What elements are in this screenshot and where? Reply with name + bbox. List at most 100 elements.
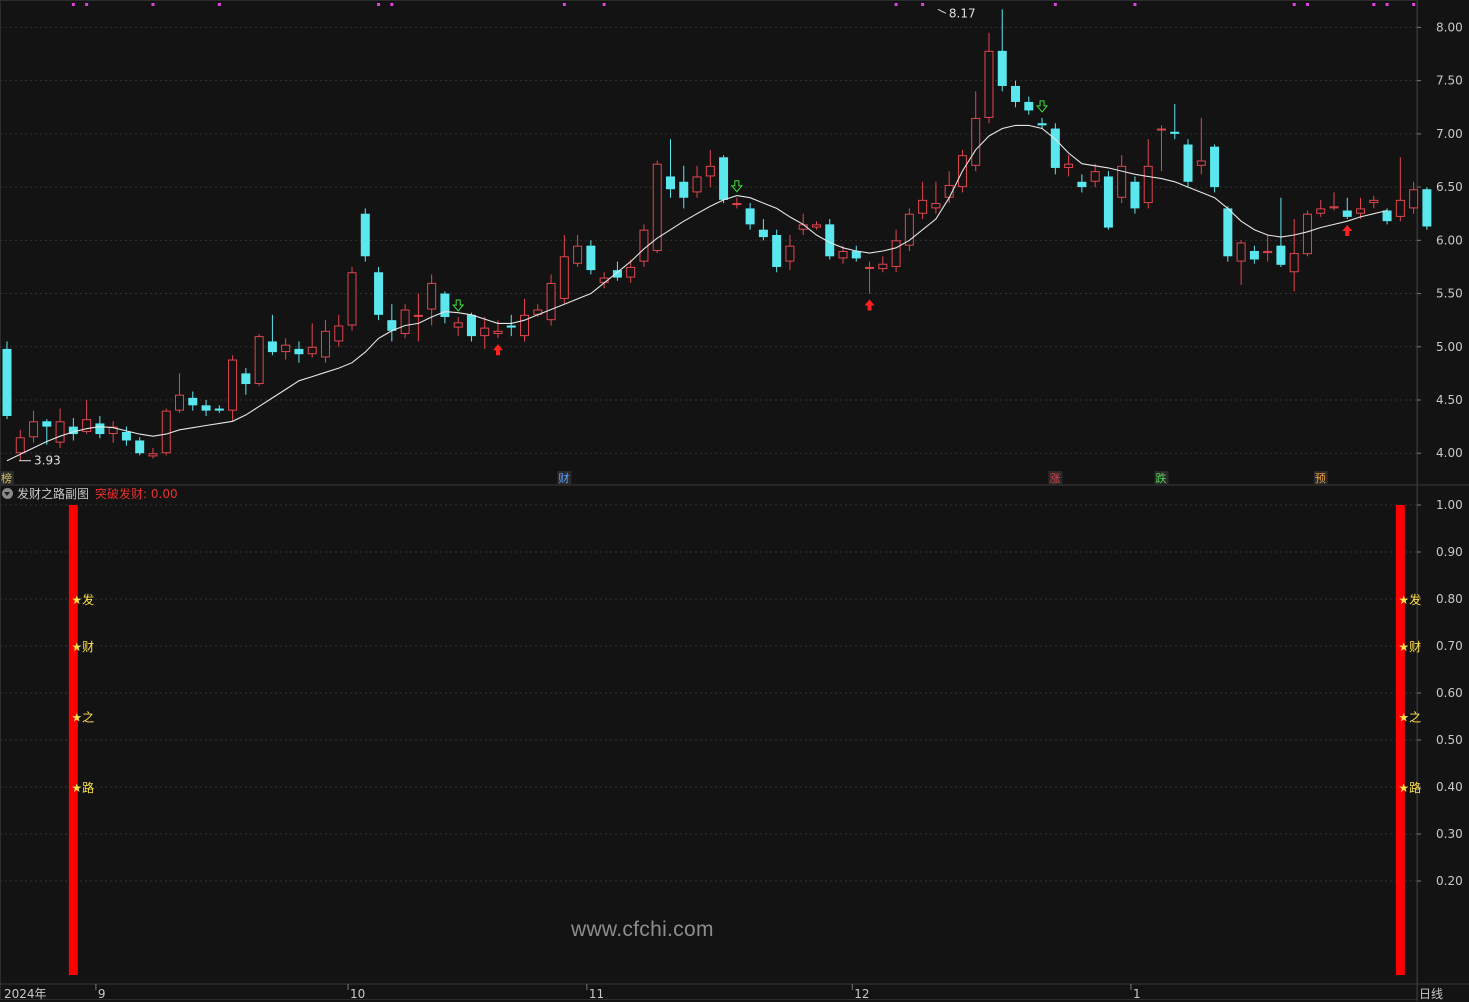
candle [1090,171,1100,182]
candle [1409,189,1419,209]
top-marker [1412,3,1416,6]
candle [1024,101,1034,111]
y-tick-label: 0.40 [1436,780,1463,794]
y-tick-label: 6.00 [1436,233,1463,247]
candle [1130,181,1140,209]
candle [267,341,277,353]
buy-arrow-icon [1342,225,1353,237]
y-tick-label: 7.00 [1436,127,1463,141]
candle [480,327,490,337]
y-tick-label: 1.00 [1436,498,1463,512]
candle [175,394,185,411]
candle [679,181,689,198]
y-tick-label: 4.50 [1436,393,1463,407]
candle [307,346,317,355]
top-marker [1292,3,1296,6]
buy-arrow-icon [864,299,875,311]
candle [918,199,928,214]
candle [891,240,901,267]
candle [1342,210,1352,217]
candle [413,314,423,317]
candle [997,50,1007,86]
candle [228,359,238,411]
y-tick-label: 0.70 [1436,639,1463,653]
candle [55,421,65,443]
candle [984,50,994,118]
candle [1156,128,1166,131]
candle [201,405,211,411]
top-marker [390,3,394,6]
candle [82,419,92,432]
star-label: ★之 [71,711,94,725]
x-tick-label: 11 [589,987,604,1001]
candle [15,437,25,454]
y-tick-label: 5.50 [1436,287,1463,301]
event-label: 预 [1315,472,1326,485]
candle [453,322,463,328]
star-label: ★财 [71,640,94,654]
signal-bar [1395,505,1405,975]
y-tick-label: 0.60 [1436,686,1463,700]
candle [1422,189,1432,227]
candle [68,426,78,435]
star-label: ★路 [71,780,94,795]
candle [904,213,914,246]
top-marker [894,3,898,6]
event-badge [1154,471,1169,485]
candle [639,229,649,262]
star-label: ★之 [1398,711,1421,725]
candle [1077,181,1087,188]
candle [666,176,675,190]
top-marker [1305,3,1309,6]
x-tick-label: 12 [854,987,869,1001]
x-tick-label: 10 [350,987,365,1001]
candle [705,165,715,177]
candle [785,245,795,262]
candle [931,203,941,209]
candle [254,336,264,385]
x-tick-label: 2024年 [4,987,47,1001]
candle [838,250,848,259]
event-label: 涨 [1049,472,1060,485]
candle [772,235,782,267]
collapse-icon[interactable] [2,487,13,499]
candle [148,453,158,457]
y-tick-label: 5.00 [1436,340,1463,354]
top-marker [85,3,89,6]
high-label: 8.17 [949,6,976,20]
candle [1223,208,1233,257]
indicator-value: 突破发财: 0.00 [95,486,178,501]
candle [400,309,410,335]
y-tick-label: 7.50 [1436,74,1463,88]
top-marker [1133,3,1137,6]
y-tick-label: 0.20 [1436,874,1463,888]
buy-arrow-icon [492,344,503,356]
candle [652,163,662,251]
candle [360,213,370,257]
candle [241,373,251,385]
candle [95,423,105,435]
period-label[interactable]: 日线 [1418,987,1443,1001]
candle [865,266,875,269]
event-label: 财 [558,471,569,485]
candle [320,330,330,358]
watermark: www.cfchi.com [571,918,714,941]
event-badge [1313,471,1328,485]
candle [612,270,622,278]
y-tick-label: 4.00 [1436,446,1463,460]
candle [188,397,198,406]
candle [811,224,821,228]
candle [1196,160,1206,166]
candle [1276,245,1286,265]
candle [135,440,145,454]
candle [1011,85,1021,102]
moving-average-line [6,124,1388,462]
candle [825,224,835,257]
candle [878,263,888,270]
x-tick-label: 1 [1133,987,1141,1001]
indicator-name[interactable]: 发财之路副图 [17,486,90,501]
candle [1064,163,1074,168]
candle [719,157,729,200]
candle [1236,242,1246,262]
